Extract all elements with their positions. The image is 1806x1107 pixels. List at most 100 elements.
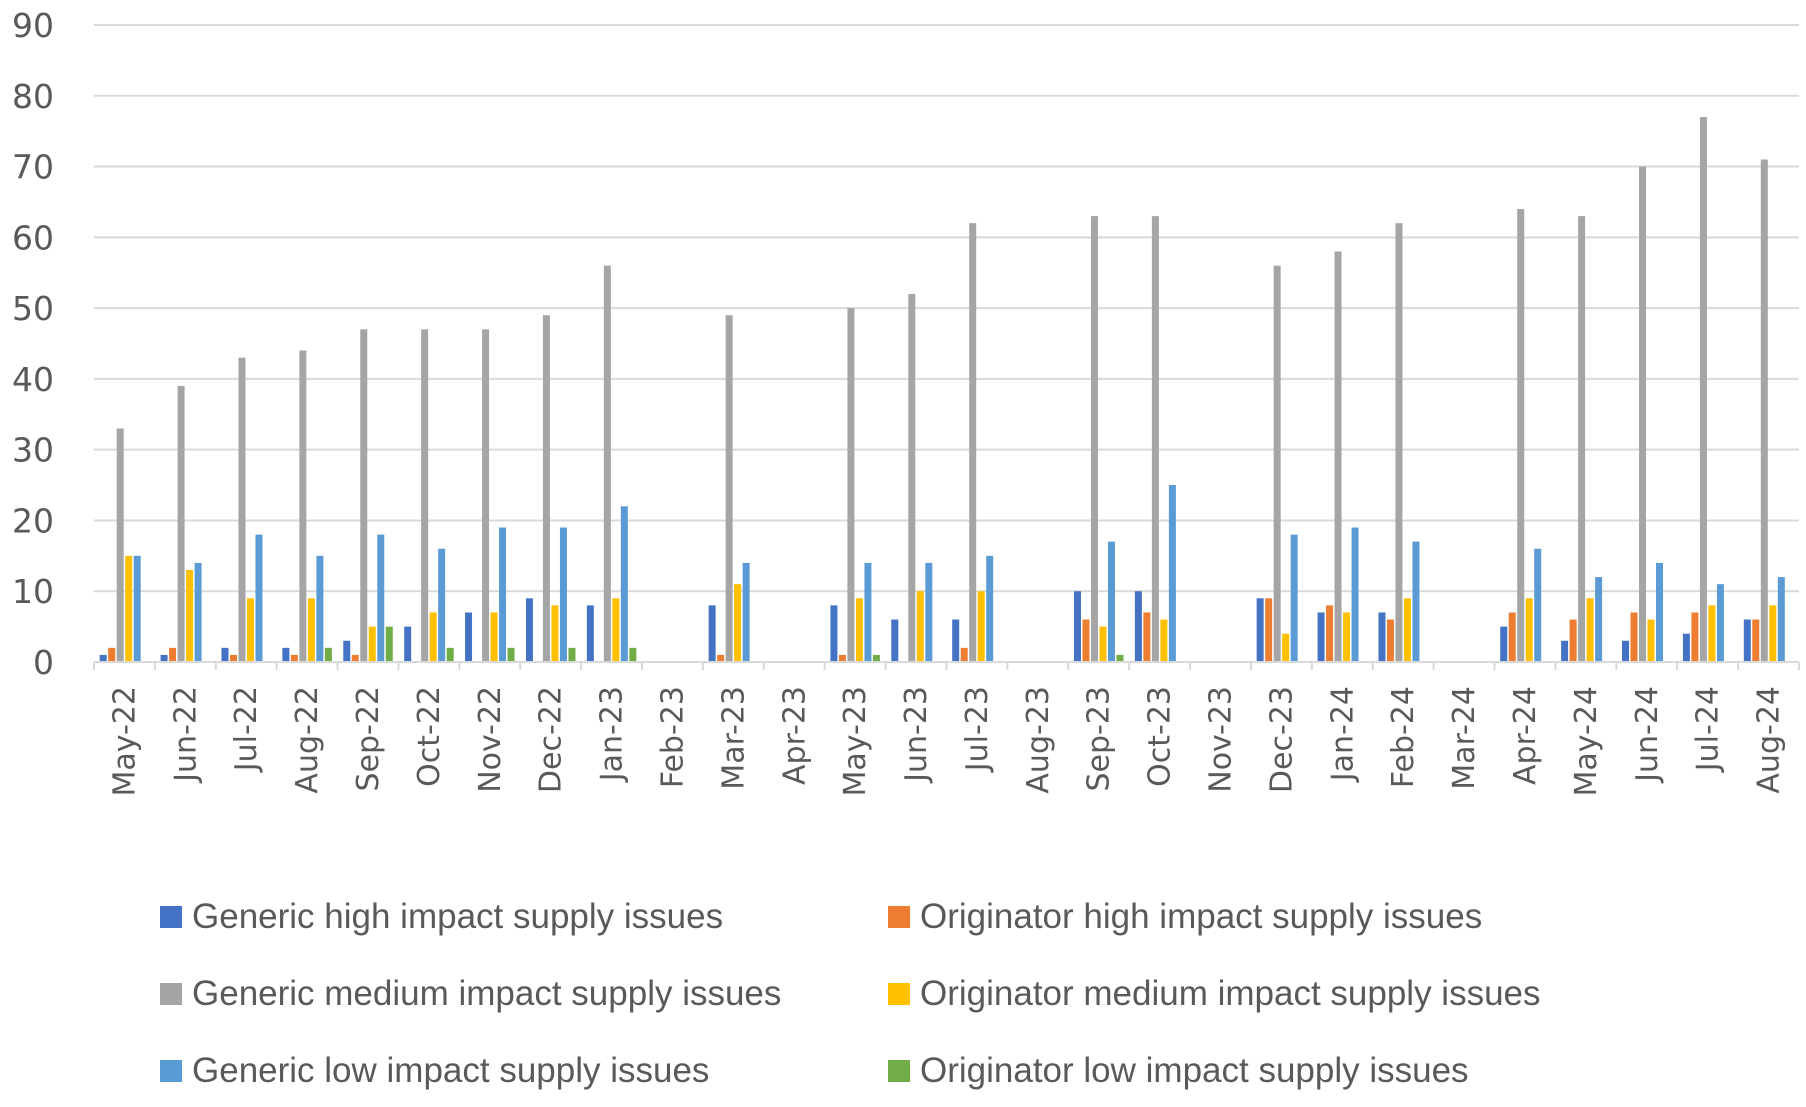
x-tick-label: Jun-22 <box>168 686 203 784</box>
bar <box>507 647 515 662</box>
x-tick-label: Jun-24 <box>1630 686 1665 784</box>
bar <box>1273 265 1281 662</box>
legend-swatch-originator-medium <box>888 983 910 1005</box>
bar <box>324 647 332 662</box>
bar <box>1395 223 1403 662</box>
legend-swatch-generic-medium <box>160 983 182 1005</box>
bar <box>1351 527 1359 662</box>
x-tick-label: Aug-23 <box>1021 686 1056 794</box>
bar <box>1343 612 1351 662</box>
legend-label: Originator low impact supply issues <box>920 1051 1469 1090</box>
x-tick-label: Aug-22 <box>290 686 325 794</box>
bar <box>620 506 628 662</box>
bar <box>99 654 107 662</box>
bar <box>446 647 454 662</box>
y-tick-label: 70 <box>12 148 54 187</box>
legend-swatch-originator-low <box>888 1060 910 1082</box>
bar <box>725 315 733 662</box>
bar <box>421 329 429 662</box>
bar <box>1777 577 1785 662</box>
x-tick-label: Nov-23 <box>1204 686 1239 793</box>
legend-label: Originator high impact supply issues <box>920 897 1483 936</box>
x-tick-label: Apr-23 <box>777 686 812 785</box>
legend-item: Originator low impact supply issues <box>888 1046 1469 1096</box>
bar <box>847 308 855 662</box>
bar <box>351 654 359 662</box>
bars <box>99 117 1785 663</box>
x-tick-label: Aug-24 <box>1752 686 1787 794</box>
x-tick-label: Jan-24 <box>1325 686 1360 783</box>
bar <box>1622 640 1630 662</box>
bar <box>1500 626 1508 662</box>
bar <box>612 598 620 662</box>
bar <box>916 591 924 662</box>
legend-swatch-generic-low <box>160 1060 182 1082</box>
bar <box>1326 605 1334 662</box>
bar-chart: 0 10 20 30 40 50 60 70 80 90 May-22 Jun-22 Jul-22 Au… <box>12 6 1800 797</box>
gridlines <box>94 24 1799 593</box>
legend-label: Generic high impact supply issues <box>192 897 724 936</box>
bar <box>1107 541 1115 662</box>
bar <box>1656 562 1664 662</box>
x-tick-label: Mar-24 <box>1447 686 1482 790</box>
bar <box>925 562 933 662</box>
bar <box>1639 166 1647 663</box>
bar <box>133 555 141 662</box>
bar <box>891 619 899 662</box>
legend-label: Generic low impact supply issues <box>192 1051 710 1090</box>
bar <box>551 605 559 662</box>
bar <box>1517 209 1525 662</box>
bar <box>438 548 446 662</box>
y-tick-label: 10 <box>12 572 54 611</box>
y-tick-label: 90 <box>12 6 54 45</box>
x-tick-label: Oct-22 <box>412 686 447 787</box>
bar <box>1412 541 1420 662</box>
bar <box>1134 591 1142 662</box>
bar <box>838 654 846 662</box>
legend-item: Generic low impact supply issues <box>160 1046 709 1096</box>
bar <box>499 527 507 662</box>
bar <box>1586 598 1594 662</box>
bar <box>429 612 437 662</box>
bar <box>194 562 202 662</box>
bar <box>125 555 133 662</box>
y-tick-label: 30 <box>12 431 54 470</box>
bar <box>116 428 124 662</box>
y-tick-label: 20 <box>12 501 54 540</box>
bar <box>977 591 985 662</box>
bar <box>1256 598 1264 662</box>
legend-item: Originator high impact supply issues <box>888 892 1482 942</box>
x-tick-label: Jul-22 <box>229 686 264 773</box>
bar <box>316 555 324 662</box>
bar <box>221 647 229 662</box>
bar <box>1290 534 1298 662</box>
bar <box>229 654 237 662</box>
legend-swatch-generic-high <box>160 906 182 928</box>
bar <box>1578 216 1586 662</box>
bar <box>1116 654 1124 662</box>
x-tick-label: Jan-23 <box>595 686 630 783</box>
bar <box>872 654 880 662</box>
x-tick-label: Nov-22 <box>473 686 508 793</box>
bar <box>1151 216 1159 662</box>
bar <box>1716 584 1724 662</box>
bar <box>969 223 977 662</box>
bar <box>734 584 742 662</box>
bar <box>525 598 533 662</box>
legend-label: Generic medium impact supply issues <box>192 974 782 1013</box>
bar <box>1525 598 1533 662</box>
bar <box>1160 619 1168 662</box>
x-tick-label: Sep-23 <box>1082 686 1117 792</box>
bar <box>952 619 960 662</box>
bar <box>186 569 194 662</box>
y-tick-label: 40 <box>12 360 54 399</box>
bar <box>299 350 307 662</box>
y-tick-label: 80 <box>12 77 54 116</box>
bar <box>1282 633 1290 662</box>
bar <box>404 626 412 662</box>
bar <box>908 293 916 662</box>
bar <box>1691 612 1699 662</box>
bar <box>603 265 611 662</box>
bar <box>1769 605 1777 662</box>
y-tick-label: 0 <box>33 643 54 682</box>
